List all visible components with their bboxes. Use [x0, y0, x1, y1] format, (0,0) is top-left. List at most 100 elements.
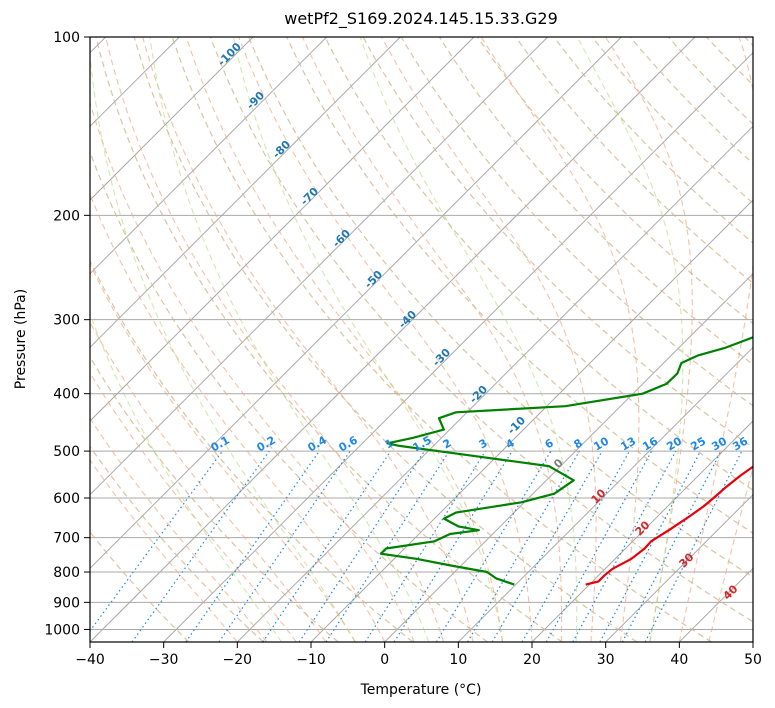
adiabat-label: -50 [362, 268, 385, 291]
x-tick-label: 20 [523, 652, 541, 668]
plot-area [90, 37, 753, 642]
moist-adiabat-line [238, 37, 533, 642]
green-reference-line [576, 37, 684, 642]
isotherm-line [90, 37, 696, 642]
dry-adiabat-line [629, 37, 753, 165]
temperature-profile-line [585, 465, 753, 586]
isotherm-line [90, 37, 549, 496]
mixing-ratio-line [262, 450, 392, 642]
y-tick-label: 700 [53, 531, 80, 547]
dewpoint-profile-line [379, 336, 753, 586]
x-axis-title: Temperature (°C) [360, 682, 482, 698]
x-tick-label: 0 [380, 652, 389, 668]
y-tick-label: 900 [53, 595, 80, 611]
mixing-ratio-line [521, 450, 631, 642]
isotherm-line [384, 272, 753, 642]
moist-adiabat-line [678, 37, 753, 642]
moist-adiabat-line [381, 37, 597, 642]
mixing-ratio-line [185, 450, 320, 642]
mixing-ratio-line [545, 450, 653, 642]
mixing-ratio-line [325, 450, 450, 642]
mixing-ratio-label: 20 [664, 434, 684, 453]
isotherm-line [752, 641, 753, 642]
mixing-ratio-label: 16 [640, 434, 660, 453]
x-tick-label: 40 [670, 652, 688, 668]
x-tick-label: 30 [597, 652, 615, 668]
mixing-ratio-line [572, 450, 677, 642]
adiabat-label: -70 [298, 185, 321, 208]
dry-adiabat-line [591, 37, 753, 204]
adiabat-label: 10 [589, 486, 609, 506]
adiabat-label: -10 [505, 414, 528, 437]
green-reference-line [90, 312, 282, 642]
adiabat-label: -20 [467, 383, 490, 406]
dry-adiabat-line [90, 445, 264, 642]
adiabat-label: 20 [633, 518, 653, 538]
moist-adiabat-line [604, 37, 693, 642]
y-tick-label: 200 [53, 208, 80, 224]
isotherm-line [605, 493, 753, 642]
green-reference-line [359, 37, 578, 642]
green-reference-line [232, 37, 504, 642]
isotherm-line [236, 125, 753, 642]
dry-adiabat-line [362, 37, 753, 449]
isotherm-line [90, 37, 475, 422]
isotherm-line [457, 346, 753, 642]
mixing-ratio-label: 25 [688, 435, 708, 454]
mixing-ratio-label: 36 [730, 434, 750, 453]
adiabat-label: -100 [215, 40, 244, 69]
dry-adiabat-line [324, 37, 753, 491]
dry-adiabat-line [438, 37, 753, 366]
mixing-ratio-line [298, 450, 425, 642]
x-tick-label: 50 [744, 652, 762, 668]
mixing-ratio-line [599, 450, 702, 642]
mixing-ratio-label: 2 [441, 436, 454, 451]
x-tick-label: −20 [223, 652, 253, 668]
green-reference-line [149, 37, 430, 642]
mixing-ratio-line [644, 450, 743, 642]
plot-frame [89, 36, 754, 643]
dry-adiabat-line [706, 37, 753, 86]
y-axis-title: Pressure (hPa) [13, 289, 29, 389]
dry-adiabat-line [477, 37, 753, 325]
moist-adiabat-line [90, 459, 238, 642]
dry-adiabat-line [90, 150, 488, 642]
moist-adiabat-line [480, 37, 640, 642]
isotherm-line [90, 37, 401, 349]
mixing-ratio-label: 30 [709, 434, 729, 453]
isotherm-line [531, 420, 753, 642]
mixing-ratio-label: 6 [543, 436, 556, 451]
mixing-ratio-line [466, 450, 580, 642]
dry-adiabat-line [667, 37, 753, 125]
isotherm-line [163, 51, 753, 642]
adiabat-label: -60 [330, 227, 353, 250]
mixing-ratio-line [131, 450, 270, 642]
y-tick-label: 500 [53, 444, 80, 460]
adiabat-label: -40 [396, 308, 419, 331]
dry-adiabat-line [553, 37, 753, 244]
isotherm-line [90, 37, 254, 201]
mixing-ratio-line [218, 450, 351, 642]
moist-adiabat-line [90, 321, 327, 642]
moist-adiabat-line [90, 417, 268, 642]
y-tick-label: 300 [53, 313, 80, 329]
x-tick-label: −40 [75, 652, 105, 668]
moist-adiabat-line [105, 37, 445, 642]
mixing-ratio-line [435, 450, 552, 642]
isotherm-line [310, 199, 753, 642]
moist-adiabat-line [90, 262, 356, 642]
chart-title: wetPf2_S169.2024.145.15.33.G29 [284, 9, 558, 29]
dry-adiabat-line [400, 37, 753, 407]
dry-adiabat-line [248, 37, 753, 578]
moist-adiabat-line [90, 100, 415, 642]
moist-adiabat-line [90, 371, 297, 642]
dry-adiabat-line [515, 37, 753, 284]
x-tick-label: 10 [449, 652, 467, 668]
adiabat-label: 40 [721, 582, 741, 602]
y-tick-label: 600 [53, 491, 80, 507]
y-tick-label: 100 [53, 30, 80, 46]
mixing-ratio-line [393, 450, 513, 642]
mixing-ratio-line [364, 450, 486, 642]
